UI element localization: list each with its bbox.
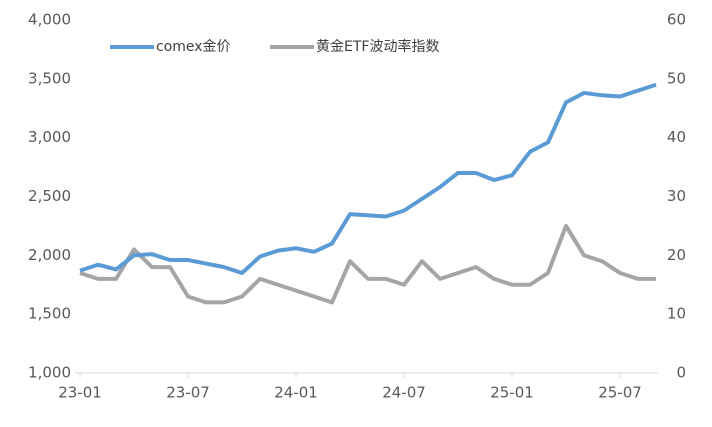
y-tick-label: 4,000 <box>28 11 71 29</box>
y2-tick-label: 0 <box>676 364 686 382</box>
y-tick-label: 1,000 <box>28 364 71 382</box>
x-tick-label: 23-01 <box>58 384 102 402</box>
y-tick-label: 3,500 <box>28 69 71 87</box>
series-line <box>79 82 657 275</box>
x-tick-label: 24-01 <box>274 384 318 402</box>
y2-tick-label: 20 <box>667 246 686 264</box>
legend-label: comex金价 <box>156 39 231 55</box>
y2-tick-label: 30 <box>667 187 686 205</box>
y2-tick-label: 40 <box>667 128 686 146</box>
y-tick-label: 1,500 <box>28 305 71 323</box>
y2-tick-label: 50 <box>667 69 686 87</box>
x-tick-label: 25-01 <box>490 384 534 402</box>
x-tick-label: 23-07 <box>166 384 210 402</box>
y-tick-label: 2,500 <box>28 187 71 205</box>
x-tick-label: 25-07 <box>598 384 642 402</box>
series-line <box>79 223 656 305</box>
x-tick-label: 24-07 <box>382 384 426 402</box>
y-tick-label: 2,000 <box>28 246 71 264</box>
y2-tick-label: 10 <box>667 305 686 323</box>
y-tick-label: 3,000 <box>28 128 71 146</box>
legend-label: 黄金ETF波动率指数 <box>316 38 439 55</box>
y2-tick-label: 60 <box>667 11 686 29</box>
